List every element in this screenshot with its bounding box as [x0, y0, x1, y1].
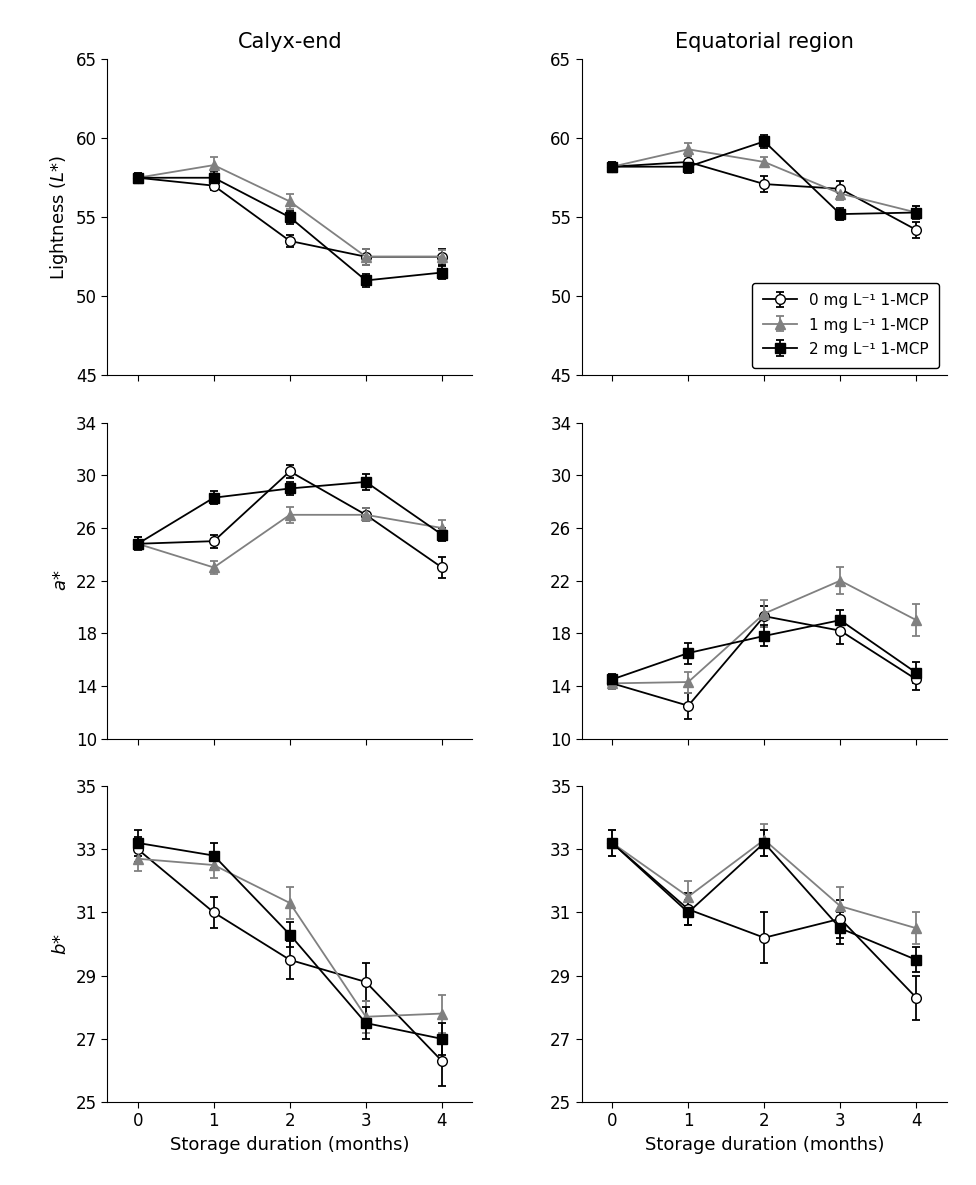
Y-axis label: $\it{b}$*: $\it{b}$* — [52, 933, 70, 955]
Title: Calyx-end: Calyx-end — [237, 32, 343, 52]
Y-axis label: Lightness ($\it{L}$*): Lightness ($\it{L}$*) — [49, 154, 70, 280]
Y-axis label: $\it{a}$*: $\it{a}$* — [52, 570, 70, 591]
X-axis label: Storage duration (months): Storage duration (months) — [644, 1136, 884, 1154]
X-axis label: Storage duration (months): Storage duration (months) — [170, 1136, 410, 1154]
Title: Equatorial region: Equatorial region — [674, 32, 854, 52]
Legend: 0 mg L⁻¹ 1-MCP, 1 mg L⁻¹ 1-MCP, 2 mg L⁻¹ 1-MCP: 0 mg L⁻¹ 1-MCP, 1 mg L⁻¹ 1-MCP, 2 mg L⁻¹… — [752, 283, 939, 367]
